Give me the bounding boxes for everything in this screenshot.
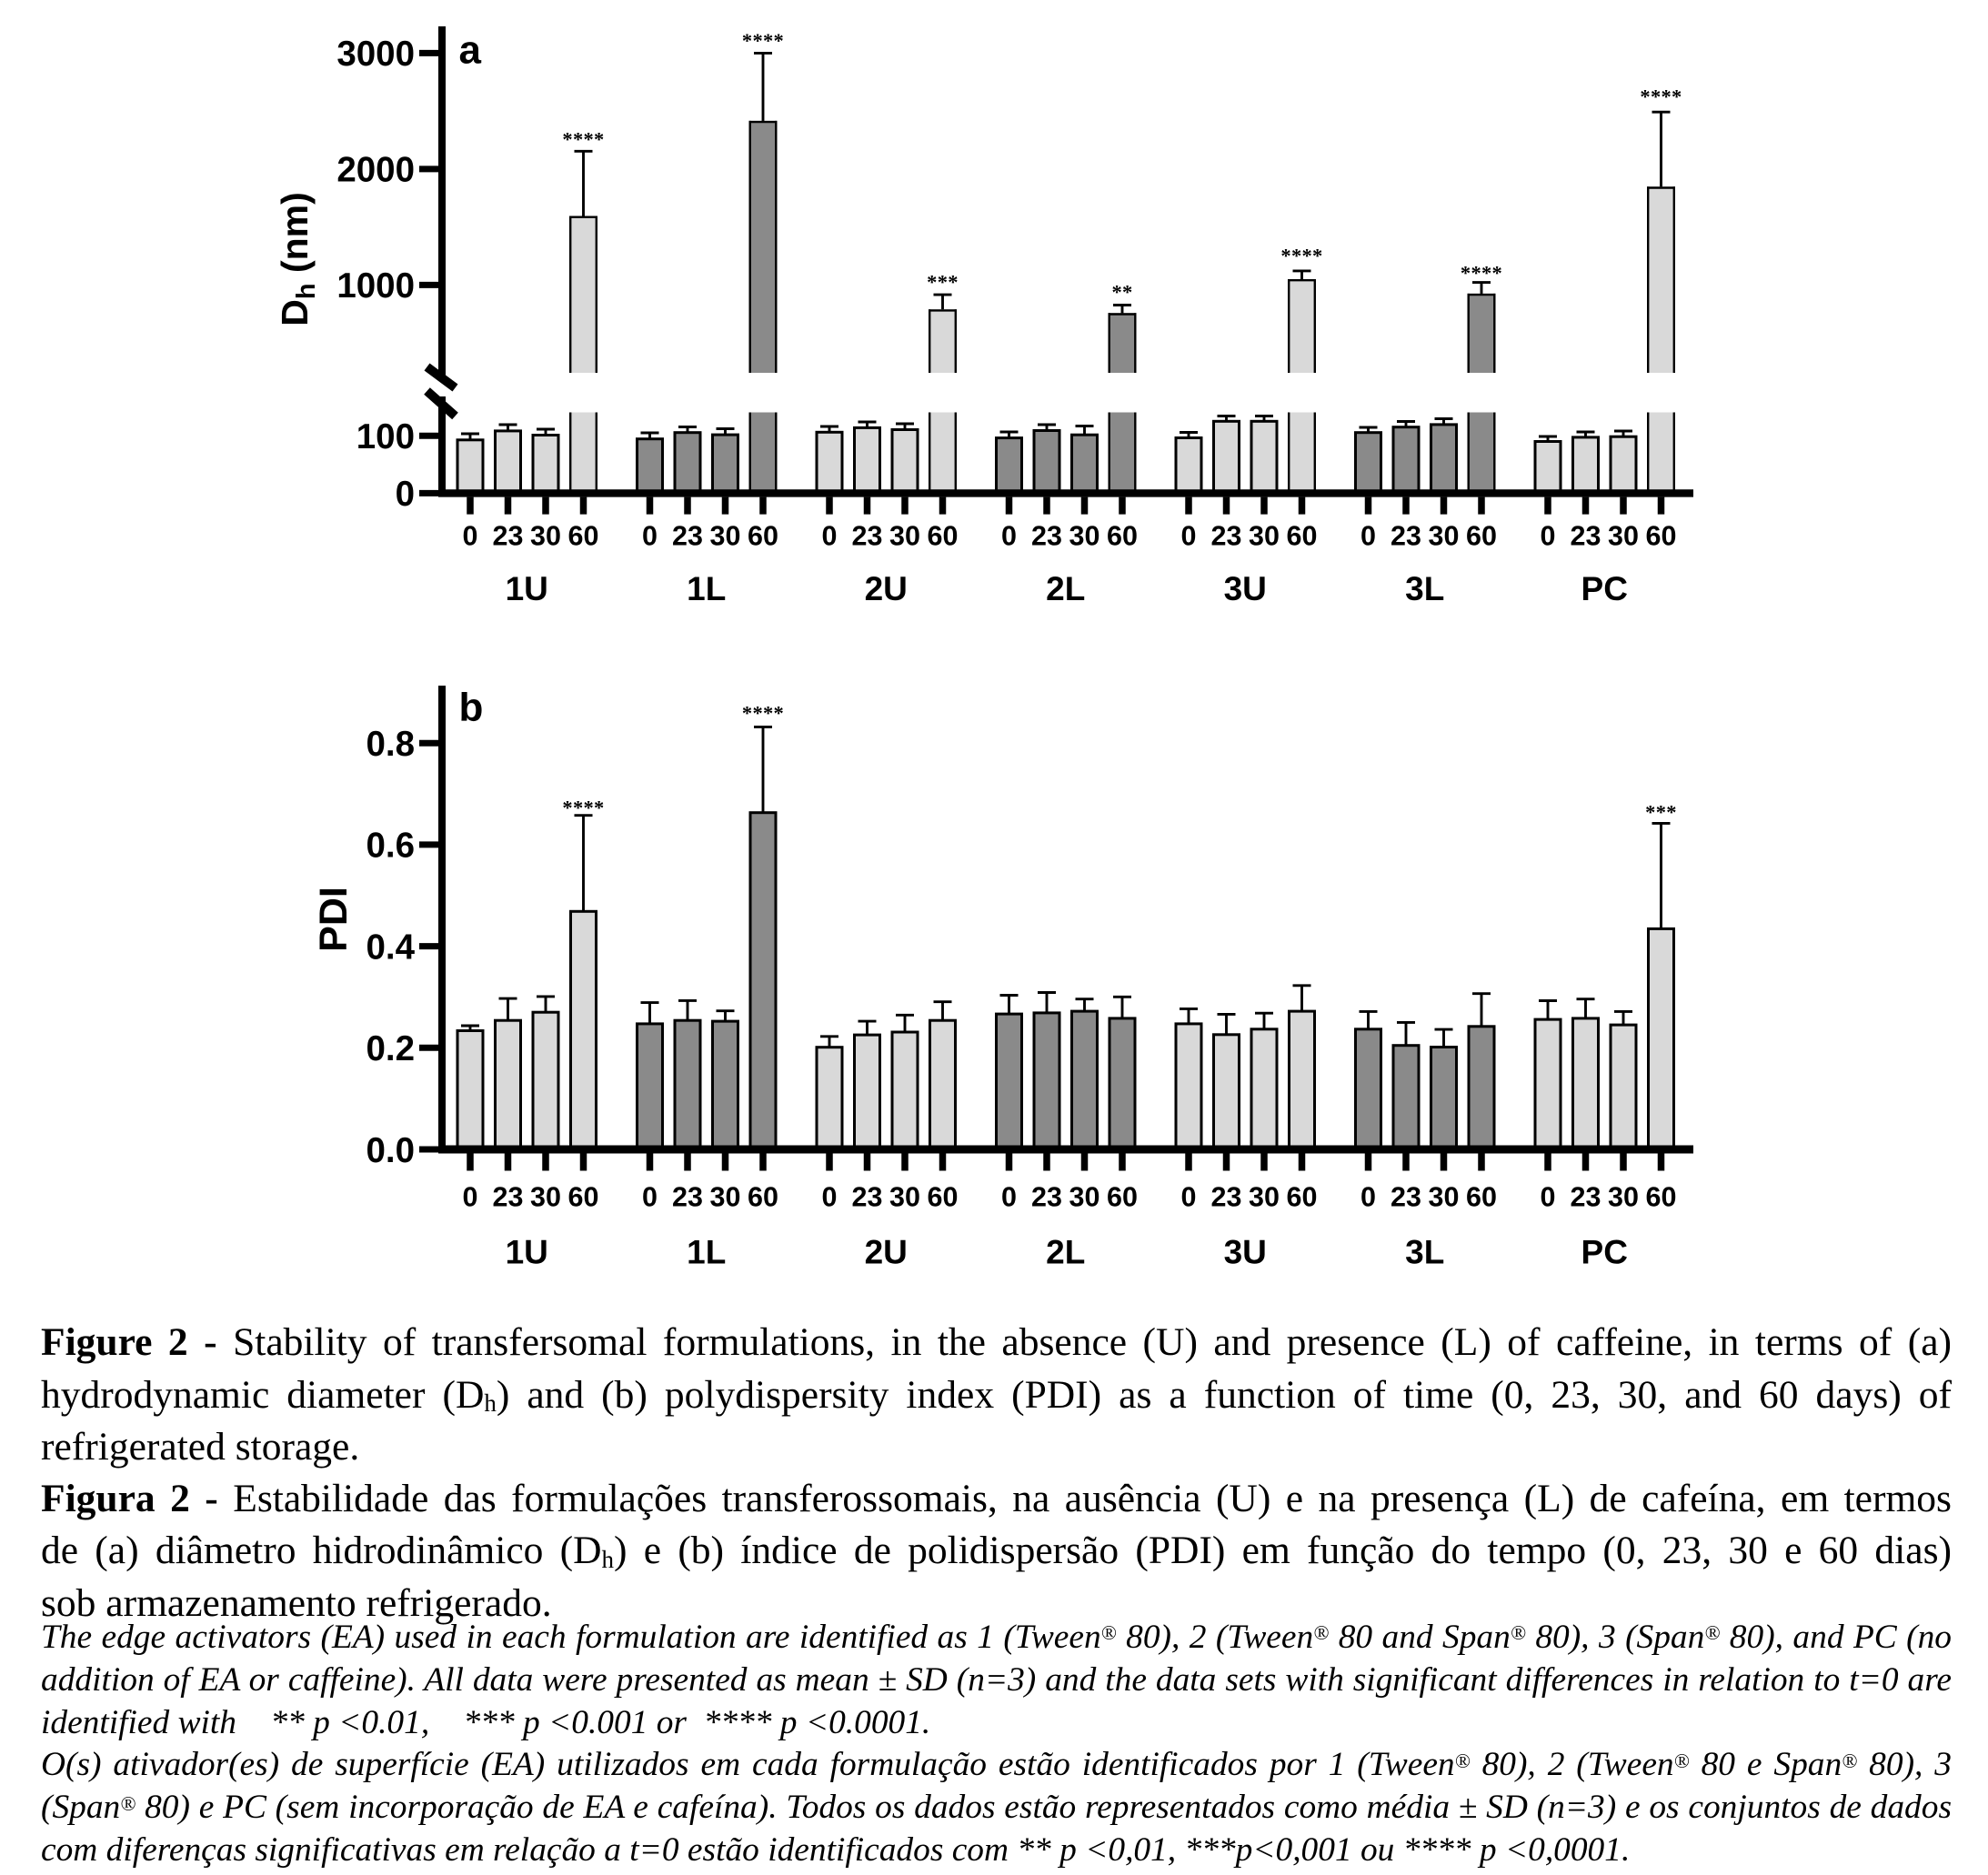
svg-text:b: b	[459, 686, 484, 730]
svg-text:****: ****	[742, 29, 784, 52]
svg-text:60: 60	[1287, 1182, 1318, 1213]
svg-text:3L: 3L	[1405, 1234, 1444, 1271]
svg-text:23: 23	[1391, 1182, 1421, 1213]
svg-text:1L: 1L	[687, 570, 726, 607]
svg-text:PC: PC	[1581, 1234, 1628, 1271]
svg-text:****: ****	[1280, 245, 1322, 267]
svg-text:Dh (nm): Dh (nm)	[274, 192, 321, 326]
svg-text:60: 60	[928, 521, 959, 552]
svg-text:0: 0	[1541, 1182, 1556, 1213]
svg-text:0: 0	[822, 1182, 838, 1213]
svg-text:30: 30	[1069, 1182, 1100, 1213]
svg-text:23: 23	[493, 521, 524, 552]
svg-text:23: 23	[672, 521, 703, 552]
svg-text:23: 23	[1031, 521, 1062, 552]
svg-text:23: 23	[1031, 1182, 1062, 1213]
svg-text:30: 30	[1608, 1182, 1639, 1213]
svg-text:30: 30	[889, 521, 920, 552]
svg-text:1U: 1U	[506, 570, 548, 607]
svg-text:1U: 1U	[506, 1234, 548, 1271]
svg-text:0: 0	[1181, 1182, 1197, 1213]
svg-text:23: 23	[852, 1182, 883, 1213]
svg-text:60: 60	[1646, 521, 1677, 552]
svg-text:60: 60	[748, 1182, 778, 1213]
svg-text:30: 30	[1608, 521, 1639, 552]
svg-text:0: 0	[1360, 1182, 1376, 1213]
svg-text:60: 60	[1466, 1182, 1497, 1213]
svg-text:0: 0	[642, 521, 658, 552]
svg-text:0: 0	[1541, 521, 1556, 552]
svg-text:***: ***	[1645, 801, 1677, 824]
svg-text:23: 23	[1571, 521, 1601, 552]
svg-text:30: 30	[1249, 1182, 1280, 1213]
svg-text:60: 60	[1107, 1182, 1138, 1213]
svg-text:3L: 3L	[1405, 570, 1444, 607]
svg-text:****: ****	[562, 128, 604, 151]
svg-text:****: ****	[1640, 85, 1682, 108]
svg-text:0: 0	[1360, 521, 1376, 552]
svg-text:30: 30	[710, 1182, 741, 1213]
svg-text:30: 30	[530, 1182, 561, 1213]
svg-text:0: 0	[822, 521, 838, 552]
svg-text:PC: PC	[1581, 570, 1628, 607]
svg-text:30: 30	[710, 521, 741, 552]
svg-text:3U: 3U	[1224, 570, 1267, 607]
svg-text:PDI: PDI	[312, 887, 356, 952]
svg-text:100: 100	[356, 417, 415, 456]
svg-text:60: 60	[748, 521, 778, 552]
svg-text:30: 30	[1069, 521, 1100, 552]
svg-text:0: 0	[642, 1182, 658, 1213]
svg-text:30: 30	[1429, 1182, 1460, 1213]
svg-text:***: ***	[927, 271, 959, 294]
svg-text:30: 30	[889, 1182, 920, 1213]
svg-text:0: 0	[463, 521, 478, 552]
svg-text:60: 60	[1646, 1182, 1677, 1213]
svg-text:30: 30	[530, 521, 561, 552]
svg-text:30: 30	[1429, 521, 1460, 552]
svg-text:****: ****	[742, 702, 784, 725]
svg-text:2L: 2L	[1046, 570, 1085, 607]
svg-text:2U: 2U	[865, 1234, 908, 1271]
svg-text:60: 60	[1287, 521, 1318, 552]
svg-text:2U: 2U	[865, 570, 908, 607]
svg-text:****: ****	[562, 797, 604, 819]
svg-text:0.4: 0.4	[366, 927, 415, 967]
svg-text:****: ****	[1461, 262, 1502, 285]
svg-text:23: 23	[493, 1182, 524, 1213]
svg-text:**: **	[1111, 280, 1132, 303]
svg-text:2000: 2000	[336, 151, 415, 190]
svg-text:0: 0	[396, 475, 415, 514]
svg-text:3U: 3U	[1224, 1234, 1267, 1271]
svg-text:0.2: 0.2	[366, 1029, 415, 1068]
svg-text:1000: 1000	[336, 266, 415, 306]
svg-text:3000: 3000	[336, 35, 415, 74]
svg-text:60: 60	[928, 1182, 959, 1213]
svg-text:60: 60	[1107, 521, 1138, 552]
svg-text:23: 23	[1571, 1182, 1601, 1213]
svg-text:2L: 2L	[1046, 1234, 1085, 1271]
svg-text:60: 60	[1466, 521, 1497, 552]
svg-text:0.0: 0.0	[366, 1131, 415, 1170]
svg-text:60: 60	[568, 1182, 599, 1213]
svg-text:0.8: 0.8	[366, 725, 415, 764]
svg-text:23: 23	[1391, 521, 1421, 552]
svg-text:23: 23	[1211, 521, 1242, 552]
svg-text:0: 0	[1001, 1182, 1017, 1213]
svg-text:0.6: 0.6	[366, 827, 415, 866]
svg-text:23: 23	[672, 1182, 703, 1213]
svg-text:1L: 1L	[687, 1234, 726, 1271]
svg-text:23: 23	[852, 521, 883, 552]
svg-text:0: 0	[463, 1182, 478, 1213]
svg-text:23: 23	[1211, 1182, 1242, 1213]
svg-text:a: a	[459, 28, 482, 73]
svg-text:0: 0	[1001, 521, 1017, 552]
svg-text:60: 60	[568, 521, 599, 552]
svg-text:30: 30	[1249, 521, 1280, 552]
svg-text:0: 0	[1181, 521, 1197, 552]
